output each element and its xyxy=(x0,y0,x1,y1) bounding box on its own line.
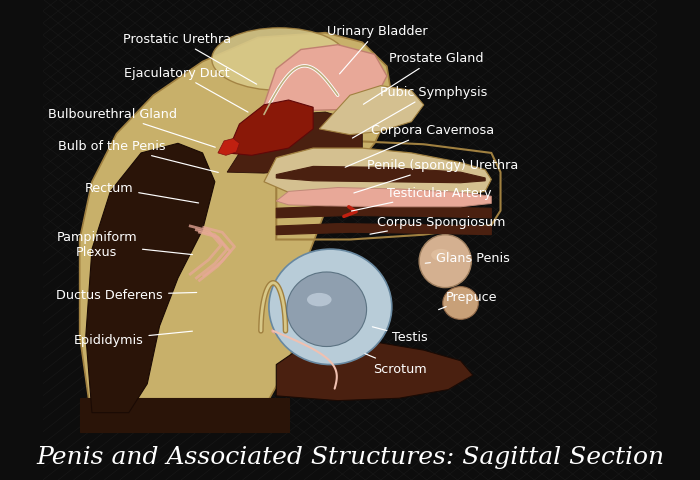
Ellipse shape xyxy=(431,250,451,261)
Text: Glans Penis: Glans Penis xyxy=(426,252,510,265)
Ellipse shape xyxy=(419,235,471,288)
Polygon shape xyxy=(264,149,491,199)
Polygon shape xyxy=(276,224,491,235)
Polygon shape xyxy=(276,188,491,207)
Polygon shape xyxy=(227,101,313,156)
Text: Testicular Artery: Testicular Artery xyxy=(351,186,491,212)
Polygon shape xyxy=(276,341,473,401)
Ellipse shape xyxy=(269,250,392,365)
Polygon shape xyxy=(80,34,393,422)
Text: Corpus Spongiosum: Corpus Spongiosum xyxy=(370,215,505,235)
Text: Testis: Testis xyxy=(372,327,428,344)
Polygon shape xyxy=(218,139,239,156)
Text: Pampiniform
Plexus: Pampiniform Plexus xyxy=(56,231,192,259)
Text: Rectum: Rectum xyxy=(85,181,199,204)
Text: Corpora Cavernosa: Corpora Cavernosa xyxy=(345,124,494,168)
Text: Epididymis: Epididymis xyxy=(74,332,193,347)
Ellipse shape xyxy=(212,29,347,91)
Text: Urinary Bladder: Urinary Bladder xyxy=(328,24,428,75)
Ellipse shape xyxy=(307,293,332,307)
Polygon shape xyxy=(86,144,215,413)
Text: Ductus Deferens: Ductus Deferens xyxy=(56,288,197,302)
Text: Prostatic Urethra: Prostatic Urethra xyxy=(122,33,257,85)
Polygon shape xyxy=(319,86,424,135)
Text: Scrotum: Scrotum xyxy=(365,354,427,375)
Text: Bulb of the Penis: Bulb of the Penis xyxy=(58,140,218,173)
Ellipse shape xyxy=(443,287,478,320)
Text: Ejaculatory Duct: Ejaculatory Duct xyxy=(124,66,248,113)
Text: Pubic Symphysis: Pubic Symphysis xyxy=(352,85,487,139)
Text: Penis and Associated Structures: Sagittal Section: Penis and Associated Structures: Sagitta… xyxy=(36,445,664,468)
Polygon shape xyxy=(80,398,288,432)
Polygon shape xyxy=(264,46,387,111)
Text: Bulbourethral Gland: Bulbourethral Gland xyxy=(48,108,216,148)
Text: Penile (spongy) Urethra: Penile (spongy) Urethra xyxy=(354,159,518,193)
Polygon shape xyxy=(276,206,491,218)
Text: Prostate Gland: Prostate Gland xyxy=(363,52,483,105)
Ellipse shape xyxy=(287,273,367,347)
Polygon shape xyxy=(227,113,363,174)
Text: Prepuce: Prepuce xyxy=(439,290,498,310)
Polygon shape xyxy=(276,167,485,183)
